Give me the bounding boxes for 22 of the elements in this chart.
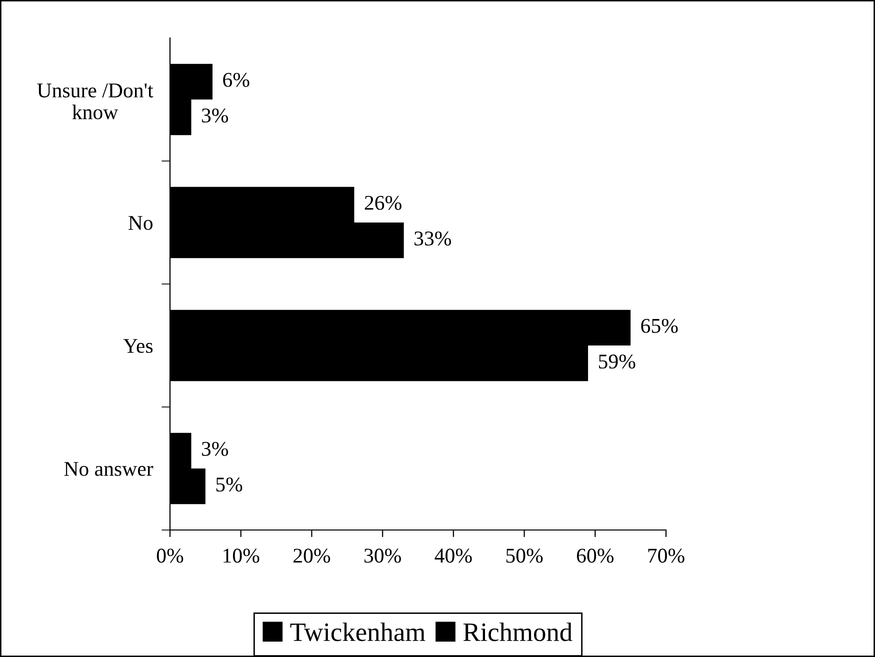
y-tick-label: Yes	[123, 339, 153, 353]
x-tick-label: 40%	[434, 548, 472, 563]
x-tick-label: 10%	[224, 548, 260, 563]
y-tick-label: Unsure /Don't know	[37, 84, 154, 120]
data-label: 65%	[641, 318, 678, 333]
data-label: 6%	[223, 72, 250, 87]
y-tick-label: No answer	[64, 462, 154, 476]
legend-label: Richmond	[463, 622, 572, 642]
x-tick-label: 70%	[648, 548, 684, 563]
x-tick-label: 30%	[364, 548, 401, 563]
x-tick-label: 20%	[294, 548, 330, 563]
data-label: 59%	[598, 354, 636, 369]
y-tick-label: No	[128, 216, 153, 230]
x-tick-label: 0%	[156, 548, 184, 563]
data-label: 5%	[216, 477, 242, 492]
data-label: 33%	[414, 231, 452, 246]
x-tick-label: 50%	[506, 548, 543, 563]
data-label: 3%	[202, 108, 228, 123]
legend-label: Twickenham	[290, 622, 426, 642]
data-label: 3%	[202, 442, 228, 456]
data-label: 26%	[364, 196, 402, 210]
x-tick-label: 60%	[576, 548, 614, 563]
